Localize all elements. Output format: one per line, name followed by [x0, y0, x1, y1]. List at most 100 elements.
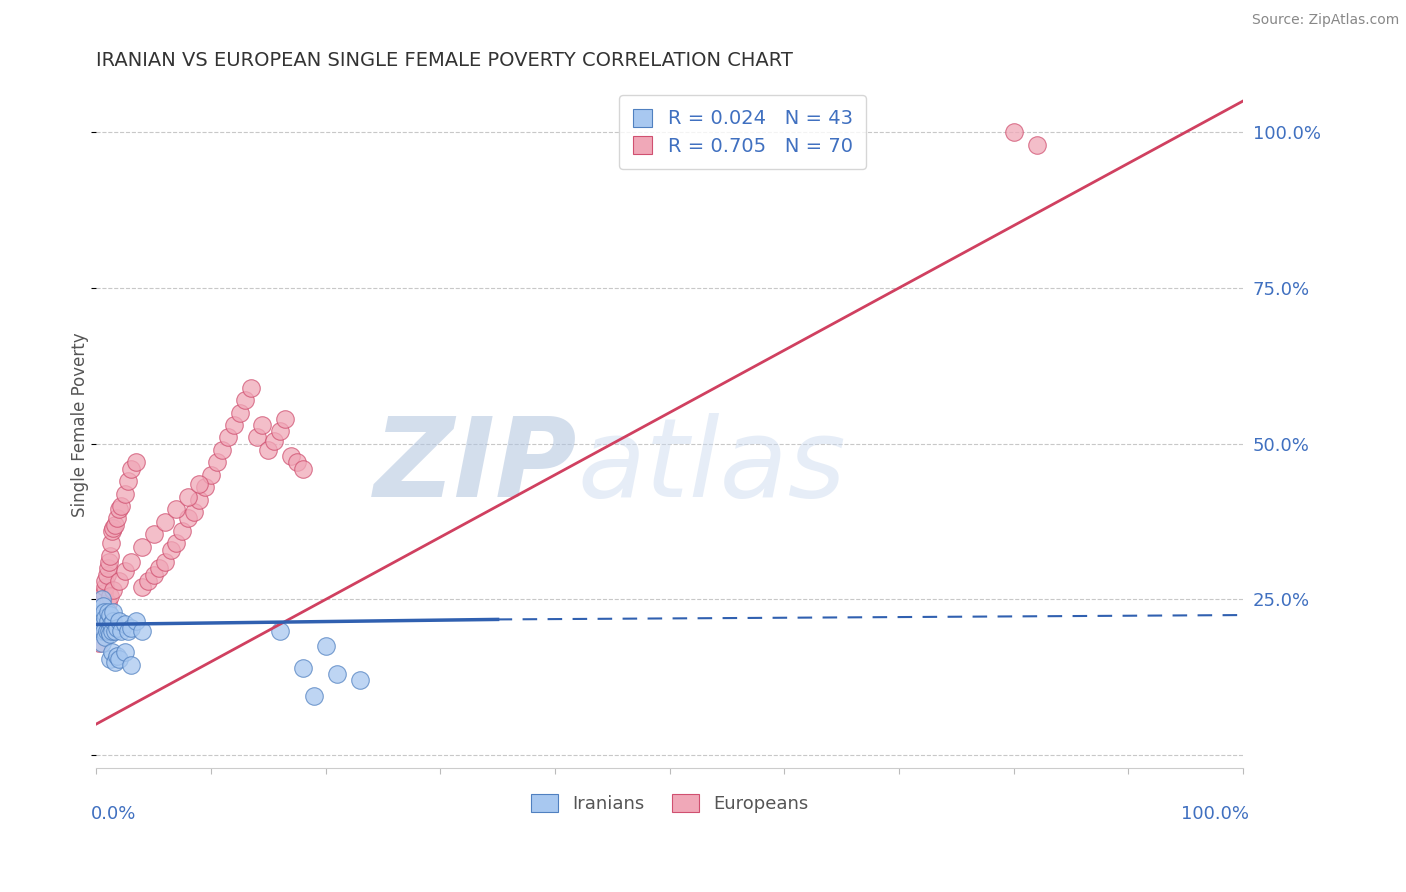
Point: [114, 617, 136, 632]
Point: [233, 393, 256, 408]
Point: [166, 536, 188, 550]
Point: [103, 655, 125, 669]
Point: [103, 605, 125, 619]
Point: [117, 474, 139, 488]
Point: [110, 499, 132, 513]
Point: [96, 567, 118, 582]
Y-axis label: Single Female Poverty: Single Female Poverty: [72, 333, 89, 517]
Point: [263, 434, 285, 448]
Point: [105, 648, 128, 663]
Point: [177, 490, 200, 504]
Point: [91, 592, 114, 607]
Point: [101, 524, 124, 538]
Text: ZIP: ZIP: [374, 413, 578, 520]
Point: [153, 555, 176, 569]
Point: [94, 611, 117, 625]
Point: [274, 412, 297, 426]
Point: [108, 615, 131, 629]
Point: [100, 617, 122, 632]
Point: [105, 511, 128, 525]
Point: [315, 639, 337, 653]
Point: [302, 689, 325, 703]
Point: [280, 449, 302, 463]
Point: [93, 605, 115, 619]
Point: [89, 624, 111, 638]
Point: [98, 651, 121, 665]
Text: 0.0%: 0.0%: [90, 805, 136, 823]
Point: [89, 617, 111, 632]
Text: atlas: atlas: [578, 413, 846, 520]
Point: [142, 567, 165, 582]
Point: [194, 480, 217, 494]
Point: [120, 620, 142, 634]
Point: [91, 611, 114, 625]
Point: [228, 406, 250, 420]
Point: [211, 442, 233, 457]
Point: [120, 657, 142, 672]
Point: [326, 667, 349, 681]
Point: [131, 580, 153, 594]
Point: [131, 540, 153, 554]
Point: [114, 645, 136, 659]
Text: 100.0%: 100.0%: [1181, 805, 1249, 823]
Point: [97, 605, 120, 619]
Point: [97, 596, 120, 610]
Point: [153, 515, 176, 529]
Point: [97, 624, 120, 638]
Point: [120, 555, 142, 569]
Point: [98, 608, 121, 623]
Point: [188, 492, 211, 507]
Point: [222, 417, 245, 432]
Point: [93, 605, 115, 619]
Point: [291, 661, 314, 675]
Point: [91, 599, 114, 613]
Point: [125, 615, 148, 629]
Point: [217, 430, 239, 444]
Point: [103, 521, 125, 535]
Point: [101, 645, 124, 659]
Point: [177, 511, 200, 525]
Point: [108, 574, 131, 588]
Point: [205, 455, 228, 469]
Point: [114, 565, 136, 579]
Point: [98, 626, 121, 640]
Point: [257, 442, 280, 457]
Point: [97, 561, 120, 575]
Point: [110, 624, 132, 638]
Point: [101, 624, 124, 638]
Point: [269, 424, 291, 438]
Point: [200, 467, 222, 482]
Point: [90, 611, 112, 625]
Point: [349, 673, 371, 688]
Point: [240, 381, 263, 395]
Point: [142, 527, 165, 541]
Text: IRANIAN VS EUROPEAN SINGLE FEMALE POVERTY CORRELATION CHART: IRANIAN VS EUROPEAN SINGLE FEMALE POVERT…: [96, 51, 793, 70]
Point: [183, 505, 205, 519]
Point: [91, 599, 114, 613]
Point: [103, 615, 125, 629]
Point: [291, 461, 314, 475]
Text: Source: ZipAtlas.com: Source: ZipAtlas.com: [1251, 13, 1399, 28]
Point: [87, 605, 110, 619]
Legend: Iranians, Europeans: Iranians, Europeans: [523, 787, 815, 821]
Point: [269, 624, 291, 638]
Point: [94, 574, 117, 588]
Point: [91, 636, 114, 650]
Point: [246, 430, 269, 444]
Point: [1025, 137, 1047, 152]
Point: [94, 580, 117, 594]
Point: [108, 502, 131, 516]
Point: [172, 524, 194, 538]
Point: [108, 651, 131, 665]
Point: [1002, 125, 1025, 139]
Point: [96, 624, 118, 638]
Point: [97, 555, 120, 569]
Point: [97, 615, 120, 629]
Point: [105, 620, 128, 634]
Point: [285, 455, 308, 469]
Point: [103, 517, 125, 532]
Point: [188, 477, 211, 491]
Point: [117, 624, 139, 638]
Point: [125, 455, 148, 469]
Point: [120, 461, 142, 475]
